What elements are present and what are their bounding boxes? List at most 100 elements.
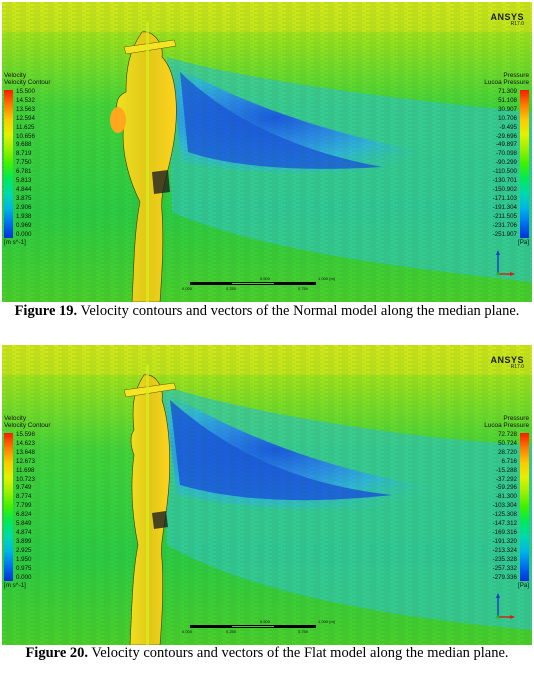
scale-bar: 0.000 0.500 1.000 (m) 0.250 0.750 [182,619,350,639]
pressure-tick: -279.336 [492,573,517,581]
velocity-tick: 2.925 [16,546,32,554]
velocity-tick: 4.874 [16,528,32,536]
velocity-tick: 6.824 [16,511,32,519]
velocity-legend: Velocity Velocity Contour 15.598 14.623 13… [4,415,51,591]
scale-label: 1.000 (m) [318,619,336,624]
velocity-contour-field [2,2,532,302]
velocity-tick: 10.723 [16,475,35,483]
pressure-tick: -37.292 [496,475,517,483]
velocity-tick: 15.598 [16,431,35,438]
velocity-colorbar [4,433,13,581]
ansys-logo-text: ANSYS [490,355,524,365]
pressure-legend: Pressure Lucoa Pressure 71.309 51.108 30.9… [484,72,529,248]
pressure-unit: [Pa] [517,582,529,590]
axis-triad-icon [496,593,515,619]
velocity-tick-list: 15.598 14.623 13.648 12.673 11.698 10.723 9.74… [4,431,51,582]
velocity-tick: 5.813 [16,177,32,185]
velocity-tick: 11.698 [16,466,35,474]
scale-bar-segment [190,282,232,285]
velocity-tick: 12.594 [16,114,35,122]
pressure-tick: -231.706 [492,221,517,229]
pressure-tick: -90.299 [496,159,517,167]
pressure-legend-subtitle: Lucoa Pressure [484,79,529,86]
ansys-watermark: ANSYS R17.0 [490,12,524,27]
velocity-tick: 11.625 [16,123,35,131]
velocity-tick: 2.906 [16,203,32,211]
velocity-tick-list: 15.500 14.532 13.563 12.594 11.625 10.656 9.68… [4,88,51,239]
pressure-legend-subtitle: Lucoa Pressure [484,422,529,429]
velocity-colorbar [4,90,13,238]
pressure-tick: -49.897 [496,141,517,149]
velocity-tick: 1.950 [16,555,32,563]
pressure-tick: 50.724 [498,439,517,447]
velocity-tick: 3.899 [16,537,32,545]
scale-bar-segment [274,282,316,285]
pressure-tick: 28.720 [498,448,517,456]
velocity-unit: [m s^-1] [4,582,26,590]
pressure-tick: -213.324 [492,546,517,554]
pressure-tick: -191.320 [492,537,517,545]
ansys-version: R17.0 [510,21,524,27]
velocity-tick: 1.938 [16,212,32,220]
cfd-figure-normal-model: ANSYS R17.0 Velocity Velocity Contour 15… [2,2,532,302]
figure-caption-text: Velocity contours and vectors of the Nor… [77,303,520,319]
scale-label: 0.500 [260,276,271,281]
velocity-tick: 7.799 [16,502,32,510]
pressure-tick: -130.701 [492,177,517,185]
velocity-tick: 4.844 [16,185,32,193]
pressure-legend-title: Pressure [503,72,529,79]
pressure-tick: 10.706 [498,114,517,122]
pressure-tick: 30.907 [498,105,517,113]
cfd-figure-flat-model: ANSYS R17.0 Velocity Velocity Contour 15… [2,345,532,645]
scale-label: 0.250 [226,629,237,634]
pressure-tick-list: 71.309 51.108 30.907 10.706 -9.495 -29.696 -49… [484,88,529,239]
velocity-legend-title: Velocity [4,415,27,422]
pressure-tick: -191.304 [492,203,517,211]
pressure-unit: [Pa] [517,239,529,247]
velocity-tick: 8.774 [16,493,32,501]
pressure-tick: -59.296 [496,484,517,492]
pressure-tick: -103.304 [492,502,517,510]
scale-label: 0.750 [298,629,309,634]
velocity-contour-field [2,345,532,645]
scale-label: 0.250 [226,286,237,291]
velocity-tick: 13.648 [16,448,35,456]
velocity-legend: Velocity Velocity Contour 15.500 14.532 13… [4,72,51,248]
velocity-tick: 3.875 [16,194,32,202]
velocity-tick: 7.750 [16,159,32,167]
velocity-unit: [m s^-1] [4,239,26,247]
axis-triad-icon [496,250,515,276]
scale-bar-segment [190,625,232,628]
ansys-version: R17.0 [510,364,524,370]
pressure-colorbar [520,433,529,581]
figure-label: Figure 20. [25,645,89,661]
velocity-tick: 10.656 [16,132,35,140]
pressure-tick: -81.300 [496,493,517,501]
pressure-tick: 71.309 [498,88,517,95]
pressure-tick: -125.308 [492,511,517,519]
velocity-tick: 9.749 [16,484,32,492]
pressure-tick: 51.108 [498,96,517,104]
scale-bar-segment [232,282,274,285]
pressure-tick: 72.728 [498,431,517,438]
scale-label: 0.500 [260,619,271,624]
scale-label: 0.000 [182,286,193,291]
scale-bar-segment [274,625,316,628]
pressure-tick: -251.907 [492,230,517,238]
scale-bar: 0.000 0.500 1.000 (m) 0.250 0.750 [182,276,350,296]
pressure-legend: Pressure Lucoa Pressure 72.728 50.724 28.7… [484,415,529,591]
pressure-tick: -211.505 [493,212,517,220]
scale-label: 0.750 [298,286,309,291]
pressure-tick: 6.716 [501,457,517,465]
figure-caption-text: Velocity contours and vectors of the Fla… [88,645,509,661]
pressure-tick: -110.500 [493,168,517,176]
pressure-colorbar [520,90,529,238]
velocity-tick: 13.563 [16,105,35,113]
velocity-tick: 6.781 [16,168,32,176]
velocity-legend-subtitle: Velocity Contour [4,79,51,86]
figure-caption: Figure 19. Velocity contours and vectors… [0,303,534,320]
pressure-tick: -150.902 [492,185,517,193]
pressure-tick: -147.312 [492,520,517,528]
velocity-tick: 14.623 [16,439,35,447]
ansys-watermark: ANSYS R17.0 [490,355,524,370]
